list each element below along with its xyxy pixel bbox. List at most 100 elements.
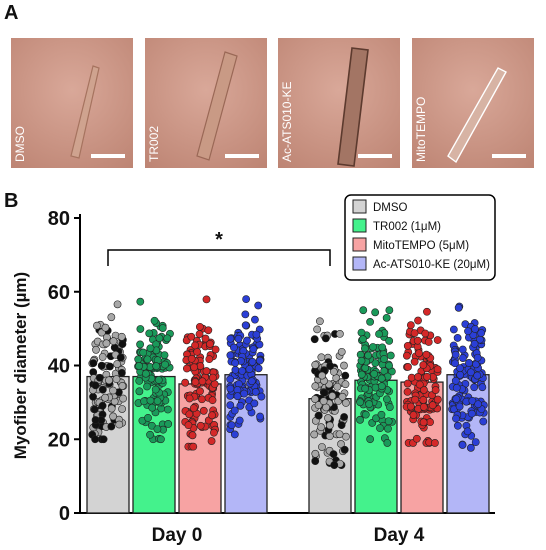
data-point xyxy=(366,318,374,326)
data-point xyxy=(90,405,99,414)
data-point xyxy=(426,418,434,427)
data-point xyxy=(415,380,424,389)
data-point xyxy=(95,373,104,382)
data-point xyxy=(89,359,98,368)
data-point xyxy=(256,356,264,365)
data-point xyxy=(235,416,244,425)
data-point xyxy=(458,345,467,354)
data-point xyxy=(419,418,428,427)
data-point xyxy=(98,353,107,361)
data-point xyxy=(204,326,213,335)
data-point xyxy=(317,353,326,362)
data-point xyxy=(117,369,126,377)
data-point xyxy=(251,388,260,396)
x-tick-label: Day 0 xyxy=(152,525,203,546)
data-point xyxy=(433,395,442,404)
data-point xyxy=(431,386,440,394)
data-point xyxy=(143,382,151,391)
data-point xyxy=(191,378,200,386)
data-point xyxy=(361,410,370,419)
data-point xyxy=(206,340,214,348)
data-point xyxy=(419,403,428,411)
data-point xyxy=(317,423,325,432)
data-point xyxy=(449,325,458,334)
data-point xyxy=(210,380,219,388)
data-point xyxy=(158,324,167,332)
data-point xyxy=(380,367,389,375)
data-point xyxy=(164,420,173,428)
data-point xyxy=(236,401,245,410)
data-point xyxy=(107,313,116,322)
data-point xyxy=(412,434,421,443)
data-point xyxy=(319,397,328,406)
data-point xyxy=(325,421,334,430)
data-point xyxy=(414,316,422,325)
data-point xyxy=(112,375,121,384)
data-point xyxy=(240,389,248,398)
data-point xyxy=(185,394,194,403)
data-point xyxy=(198,395,206,404)
data-point xyxy=(211,345,220,354)
data-point xyxy=(136,297,145,306)
data-point xyxy=(409,411,418,419)
data-point xyxy=(230,343,238,352)
data-point xyxy=(356,398,365,407)
legend-swatch xyxy=(352,237,367,252)
data-point xyxy=(113,360,122,368)
data-point xyxy=(117,332,126,341)
data-point xyxy=(329,367,338,376)
y-tick-label: 0 xyxy=(59,503,70,525)
data-point xyxy=(181,378,190,387)
data-point xyxy=(341,380,350,389)
data-point xyxy=(118,340,127,349)
y-tick-label: 80 xyxy=(48,208,70,230)
data-point xyxy=(150,316,159,325)
data-point xyxy=(311,395,319,403)
data-point xyxy=(357,356,366,365)
data-point xyxy=(98,385,107,394)
data-point xyxy=(382,395,391,404)
data-point xyxy=(161,360,169,369)
data-point xyxy=(456,364,464,373)
data-point xyxy=(113,300,122,309)
data-point xyxy=(414,373,422,381)
data-point xyxy=(99,435,108,444)
data-point xyxy=(473,371,482,380)
data-point xyxy=(135,376,144,385)
data-point xyxy=(361,384,370,393)
data-point xyxy=(453,334,462,342)
data-point xyxy=(146,344,155,353)
scale-bar xyxy=(492,154,526,158)
data-point xyxy=(337,440,345,448)
legend-swatch xyxy=(352,218,367,233)
data-point xyxy=(231,366,240,374)
data-point xyxy=(314,411,323,420)
data-point xyxy=(187,332,196,341)
data-point xyxy=(136,340,144,349)
data-point xyxy=(193,347,202,356)
data-point xyxy=(375,330,383,338)
data-point xyxy=(105,376,113,385)
data-point xyxy=(359,306,368,315)
data-point xyxy=(402,351,411,360)
data-point xyxy=(470,339,479,348)
data-point xyxy=(101,323,110,332)
data-point xyxy=(144,413,152,422)
data-point xyxy=(140,397,148,406)
data-point xyxy=(342,399,350,407)
data-point xyxy=(378,343,387,352)
data-point xyxy=(335,430,344,439)
data-point xyxy=(380,355,388,363)
data-point xyxy=(91,435,100,444)
legend-label: MitoTEMPO (5μM) xyxy=(373,240,469,252)
data-point xyxy=(209,428,218,437)
data-point xyxy=(153,397,162,406)
data-point xyxy=(109,412,117,421)
data-point xyxy=(151,385,160,394)
data-point xyxy=(370,369,379,378)
myofiber-image xyxy=(337,47,369,167)
data-point xyxy=(318,443,326,451)
data-point xyxy=(478,383,487,392)
data-point xyxy=(195,322,204,331)
data-point xyxy=(340,361,348,370)
